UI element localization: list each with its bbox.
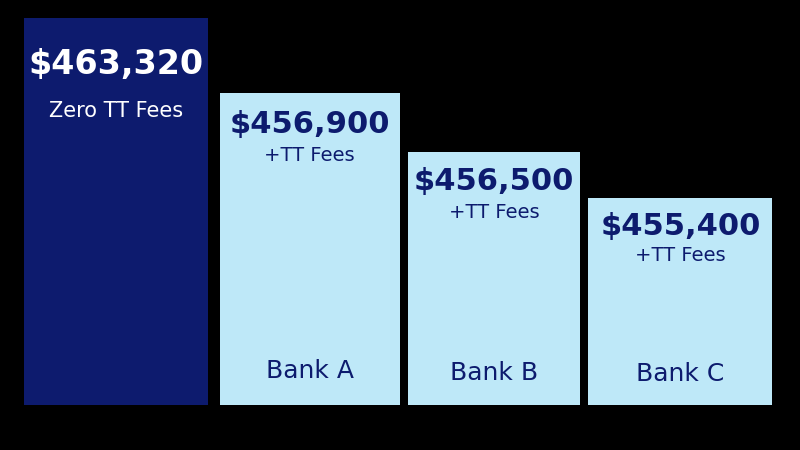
Text: Bank C: Bank C <box>636 362 725 387</box>
FancyBboxPatch shape <box>219 94 400 405</box>
FancyBboxPatch shape <box>408 152 581 405</box>
Text: +TT Fees: +TT Fees <box>449 203 539 222</box>
Text: Bank B: Bank B <box>450 361 538 385</box>
FancyBboxPatch shape <box>588 198 773 405</box>
Text: Bank A: Bank A <box>266 359 354 383</box>
Text: $463,320: $463,320 <box>28 48 203 81</box>
Text: $456,500: $456,500 <box>414 167 574 197</box>
Text: Zero TT Fees: Zero TT Fees <box>49 101 183 121</box>
FancyBboxPatch shape <box>24 18 208 405</box>
Text: $455,400: $455,400 <box>600 212 761 242</box>
Text: +TT Fees: +TT Fees <box>635 247 726 266</box>
Text: +TT Fees: +TT Fees <box>265 146 355 165</box>
Text: $456,900: $456,900 <box>230 110 390 139</box>
